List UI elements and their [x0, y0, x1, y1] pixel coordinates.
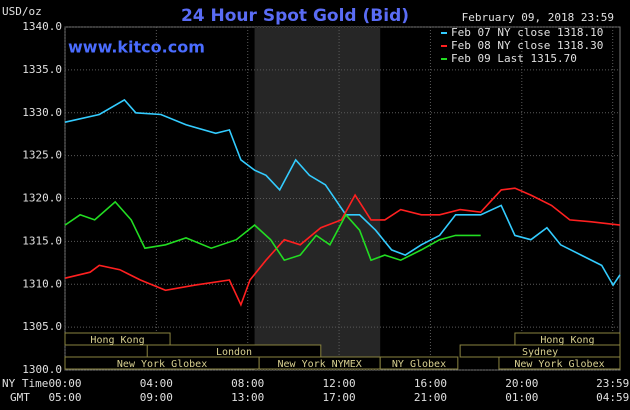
legend-label: Feb 07 NY close 1318.10: [451, 26, 603, 39]
session-label: New York Globex: [117, 359, 207, 370]
x2-tick-label: 04:59: [596, 391, 629, 404]
x-tick-label: 16:00: [414, 377, 447, 390]
y-axis-label: USD/oz: [2, 5, 42, 18]
x2-tick-label: 21:00: [414, 391, 447, 404]
x-tick-label: 23:59: [596, 377, 629, 390]
y-tick-label: 1310.0: [22, 277, 62, 290]
session-box: [64, 332, 171, 346]
plot-area: [64, 26, 621, 371]
x-tick-label: 04:00: [140, 377, 173, 390]
x-axis-label: NY Time: [2, 377, 48, 390]
y-tick-label: 1300.0: [22, 363, 62, 376]
session-label: NY Globex: [392, 359, 446, 370]
session-label: Hong Kong: [90, 335, 144, 346]
x-tick-label: 08:00: [231, 377, 264, 390]
session-label: Hong Kong: [540, 335, 594, 346]
x2-axis-label: GMT: [10, 391, 30, 404]
x2-tick-label: 09:00: [140, 391, 173, 404]
x2-tick-label: 01:00: [505, 391, 538, 404]
y-tick-label: 1305.0: [22, 320, 62, 333]
watermark: www.kitco.com: [68, 38, 205, 57]
legend-label: Feb 09 Last 1315.70: [451, 52, 577, 65]
y-tick-label: 1330.0: [22, 106, 62, 119]
x-tick-label: 20:00: [505, 377, 538, 390]
timestamp: February 09, 2018 23:59: [462, 11, 614, 24]
x2-tick-label: 17:00: [323, 391, 356, 404]
y-tick-label: 1315.0: [22, 234, 62, 247]
x2-tick-label: 13:00: [231, 391, 264, 404]
x-tick-label: 00:00: [48, 377, 81, 390]
y-tick-label: 1320.0: [22, 192, 62, 205]
x-tick-label: 12:00: [323, 377, 356, 390]
legend-label: Feb 08 NY close 1318.30: [451, 39, 603, 52]
x2-tick-label: 05:00: [48, 391, 81, 404]
line-series: [64, 187, 621, 307]
y-tick-label: 1325.0: [22, 149, 62, 162]
chart-title: 24 Hour Spot Gold (Bid): [181, 6, 409, 26]
session-box: [379, 356, 459, 370]
line-series: [64, 98, 621, 287]
session-label: London: [216, 347, 252, 358]
y-tick-label: 1335.0: [22, 63, 62, 76]
session-label: New York NYMEX: [278, 359, 362, 370]
line-series: [64, 200, 481, 262]
session-box: [498, 356, 621, 370]
session-label: Sydney: [522, 347, 558, 358]
y-tick-label: 1340.0: [22, 20, 62, 33]
session-label: New York Globex: [514, 359, 604, 370]
